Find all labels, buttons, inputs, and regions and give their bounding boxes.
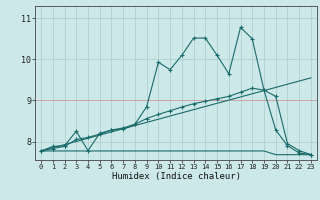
X-axis label: Humidex (Indice chaleur): Humidex (Indice chaleur) <box>111 172 241 181</box>
